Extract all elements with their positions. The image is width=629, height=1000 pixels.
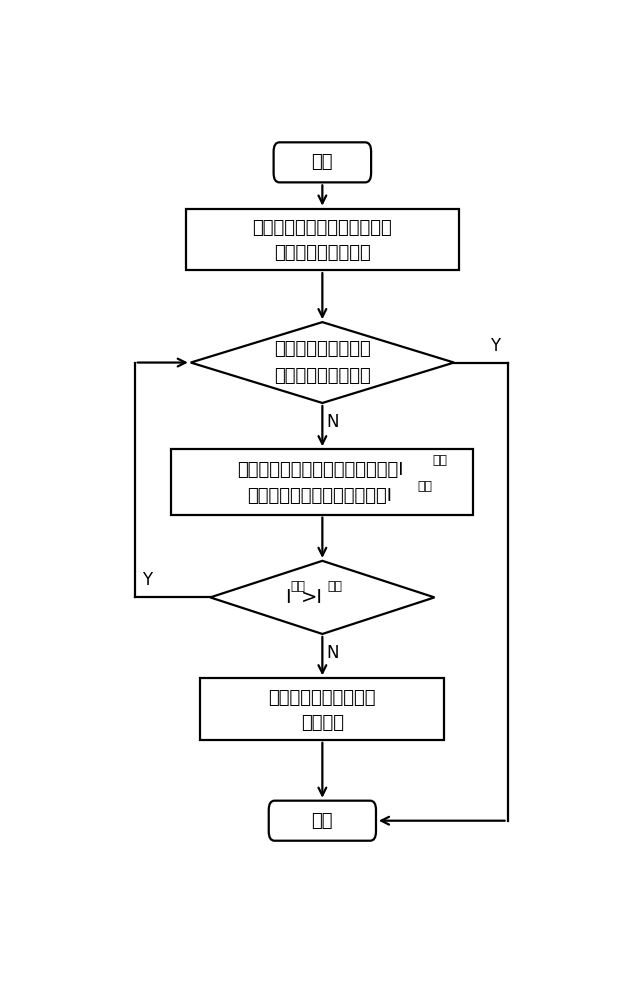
Text: 当前: 当前 — [291, 580, 306, 593]
Text: 当前节点计算成功投递报文的概率I: 当前节点计算成功投递报文的概率I — [237, 461, 403, 479]
Text: Y: Y — [142, 571, 152, 589]
Text: N: N — [327, 413, 339, 431]
FancyBboxPatch shape — [274, 142, 371, 182]
Bar — [171, 449, 474, 515]
Text: 开始: 开始 — [311, 153, 333, 171]
Bar — [201, 678, 444, 740]
Polygon shape — [210, 561, 435, 634]
Text: Y: Y — [491, 337, 501, 355]
Text: 相遇: 相遇 — [418, 480, 432, 493]
Polygon shape — [191, 322, 454, 403]
Text: 相遇: 相遇 — [327, 580, 342, 593]
Text: 节点是否为目的节点: 节点是否为目的节点 — [274, 367, 370, 385]
Text: 当前节点将报文转发给: 当前节点将报文转发给 — [269, 688, 376, 706]
Text: 结束: 结束 — [311, 812, 333, 830]
Text: 并请求获取相遇节点的概率值I: 并请求获取相遇节点的概率值I — [247, 487, 392, 505]
Text: 相遇节点: 相遇节点 — [301, 714, 344, 732]
Text: >I: >I — [301, 588, 323, 607]
Text: 每个车载容迟网络节点均维护: 每个车载容迟网络节点均维护 — [252, 219, 392, 237]
Text: I: I — [285, 588, 291, 607]
Bar — [186, 209, 459, 270]
FancyBboxPatch shape — [269, 801, 376, 841]
Text: N: N — [327, 644, 339, 662]
Text: 节点移动并判断相遇: 节点移动并判断相遇 — [274, 340, 370, 358]
Text: 当前: 当前 — [432, 454, 447, 467]
Text: 数据报文转发历史表: 数据报文转发历史表 — [274, 244, 370, 262]
